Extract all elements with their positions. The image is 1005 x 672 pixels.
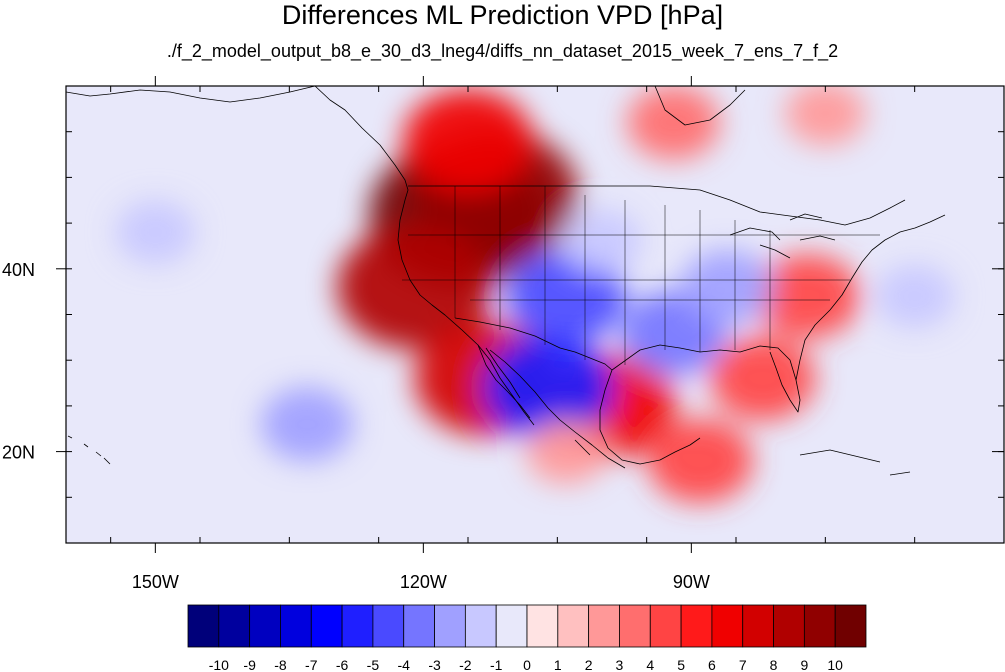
colorbar-tick-label: 7: [739, 657, 747, 672]
colorbar: [187, 604, 867, 648]
field-feature: [874, 264, 955, 329]
field-feature: [260, 387, 354, 462]
field-feature: [647, 418, 753, 503]
colorbar-swatch: [742, 604, 774, 648]
field-feature: [483, 335, 614, 440]
colorbar-swatch: [372, 604, 405, 648]
colorbar-tick-label: -10: [209, 657, 229, 672]
hawaii-islands: [67, 435, 111, 465]
field-feature: [403, 88, 533, 193]
colorbar-swatch: [434, 604, 466, 648]
colorbar-tick-label: 8: [770, 657, 778, 672]
colorbar-tick-label: -2: [459, 657, 472, 672]
geographic-outlines: [66, 86, 946, 476]
us-canada-border: [408, 185, 906, 226]
colorbar-swatch: [773, 604, 805, 648]
map-subtitle: ./f_2_model_output_b8_e_30_d3_lneg4/diff…: [166, 41, 839, 61]
colorbar-tick-label: -7: [305, 657, 318, 672]
colorbar-tick-label: 2: [585, 657, 593, 672]
colorbar-swatch: [218, 604, 251, 648]
field-feature: [627, 86, 720, 160]
field-feature: [526, 419, 607, 484]
baja-coastline: [477, 344, 535, 426]
longitude-tick-label: 150W: [132, 572, 179, 592]
colorbar-tick-label: -9: [243, 657, 256, 672]
mexico-coastline: [489, 349, 626, 469]
mexico-gulf-coast: [599, 369, 701, 465]
colorbar-tick-label: -5: [367, 657, 380, 672]
colorbar-swatch: [588, 604, 620, 648]
caribbean-islands: [799, 449, 911, 476]
colorbar-tick-label: -3: [428, 657, 441, 672]
state-boundaries: [402, 186, 880, 365]
colorbar-tick-label: 0: [523, 657, 531, 672]
hudson-bay-coast: [654, 86, 746, 126]
colorbar-swatch: [341, 604, 374, 648]
latitude-tick-label: 20N: [2, 443, 35, 463]
colorbar-tick-label: -6: [336, 657, 349, 672]
colorbar-swatch: [310, 604, 343, 648]
plot-area: [66, 86, 1004, 543]
colorbar-swatch: [280, 604, 312, 648]
great-lakes: [729, 213, 836, 259]
pacific-coastline: [314, 86, 531, 419]
field-feature: [710, 336, 816, 421]
us-mexico-border: [454, 317, 613, 371]
colorbar-swatch: [249, 604, 281, 648]
colorbar-tick-label: -4: [398, 657, 411, 672]
colorbar-tick-label: 3: [616, 657, 624, 672]
colorbar-swatch: [187, 604, 220, 648]
colorbar-swatch: [403, 604, 435, 648]
colorbar-swatch: [464, 604, 497, 648]
colorbar-tick-label: 4: [646, 657, 654, 672]
colorbar-swatch: [619, 604, 651, 648]
field-feature: [754, 254, 860, 339]
longitude-tick-label: 90W: [673, 572, 710, 592]
atlantic-coastline: [795, 214, 946, 381]
colorbar-tick-label: 6: [708, 657, 716, 672]
colorbar-tick-label: 5: [677, 657, 685, 672]
colorbar-swatch: [557, 604, 590, 648]
axis-tick-labels: 150W 120W 90W 40N 20N: [2, 260, 710, 592]
colorbar-tick-label: -1: [490, 657, 503, 672]
colorbar-swatch: [834, 604, 867, 648]
colorbar-tick-label: -8: [274, 657, 287, 672]
field-feature: [785, 86, 866, 146]
field-layer: [115, 86, 955, 503]
map-title: Differences ML Prediction VPD [hPa]: [281, 0, 724, 30]
colorbar-tick-label: 10: [827, 657, 843, 672]
colorbar-swatch: [803, 604, 836, 648]
field-feature: [115, 200, 196, 265]
longitude-tick-label: 120W: [400, 572, 447, 592]
alaska-coast: [66, 86, 316, 103]
colorbar-swatch: [649, 604, 682, 648]
colorbar-swatch: [526, 604, 559, 648]
axis-ticks: [56, 76, 1004, 553]
colorbar-swatch: [495, 604, 528, 648]
field-feature: [562, 209, 642, 274]
colorbar-swatch: [711, 604, 744, 648]
colorbar-labels: -10 -9 -8 -7 -6 -5 -4 -3 -2 -1 0 1 2 3 4 5 6 7 8 9 10: [209, 657, 843, 672]
field-feature: [680, 250, 774, 325]
gulf-coastline: [611, 344, 801, 413]
colorbar-tick-label: 9: [800, 657, 808, 672]
latitude-tick-label: 40N: [2, 260, 35, 280]
colorbar-swatch: [680, 604, 713, 648]
colorbar-tick-label: 1: [554, 657, 562, 672]
